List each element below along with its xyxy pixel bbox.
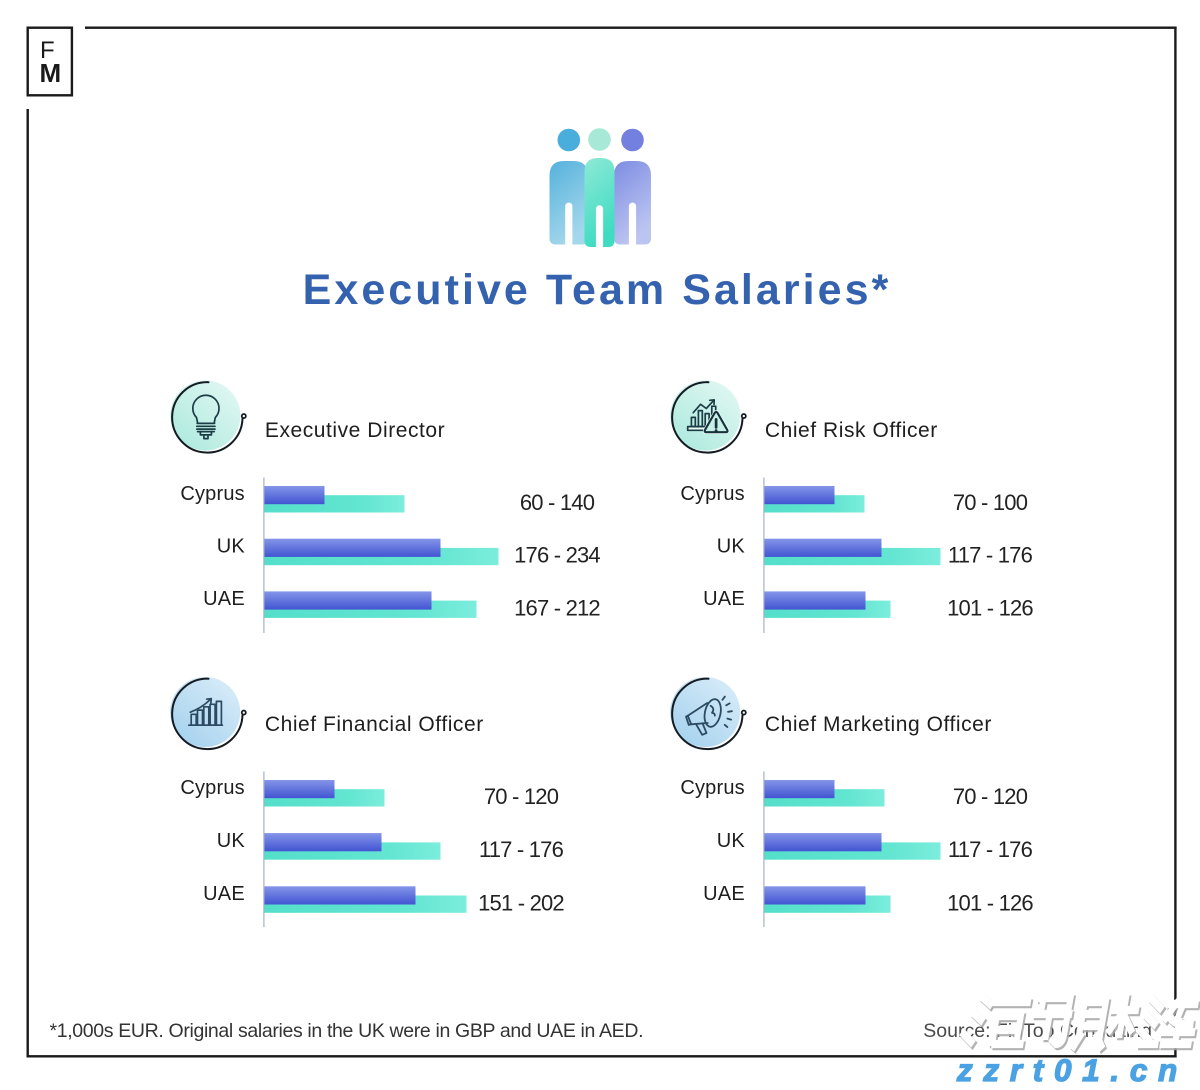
- svg-text:*1,000s EUR. Original salaries: *1,000s EUR. Original salaries in the UK…: [50, 1020, 644, 1042]
- svg-text:167 - 212: 167 - 212: [514, 595, 600, 620]
- svg-text:zzrt01.cn: zzrt01.cn: [956, 1052, 1188, 1085]
- svg-text:UK: UK: [217, 830, 246, 852]
- svg-text:UK: UK: [217, 536, 246, 558]
- svg-text:117 - 176: 117 - 176: [948, 837, 1033, 862]
- svg-text:176 - 234: 176 - 234: [514, 543, 600, 568]
- svg-text:UAE: UAE: [203, 883, 245, 905]
- svg-text:Chief Marketing Officer: Chief Marketing Officer: [765, 713, 992, 736]
- svg-text:70 - 120: 70 - 120: [953, 784, 1028, 809]
- svg-text:UK: UK: [717, 536, 746, 558]
- svg-text:70 - 100: 70 - 100: [953, 490, 1028, 515]
- svg-text:UAE: UAE: [703, 588, 745, 610]
- svg-text:Cyprus: Cyprus: [680, 483, 745, 505]
- svg-text:zzrt01.cn: zzrt01.cn: [956, 1052, 1188, 1085]
- svg-text:F: F: [40, 37, 55, 64]
- svg-text:UAE: UAE: [703, 883, 745, 905]
- svg-text:70 - 120: 70 - 120: [484, 784, 559, 809]
- svg-text:101 - 126: 101 - 126: [947, 890, 1033, 915]
- svg-text:Executive Team Salaries*: Executive Team Salaries*: [303, 266, 892, 314]
- svg-text:Chief Financial Officer: Chief Financial Officer: [265, 713, 484, 736]
- svg-text:151 - 202: 151 - 202: [478, 890, 564, 915]
- svg-text:Cyprus: Cyprus: [180, 483, 245, 505]
- svg-text:Chief Risk Officer: Chief Risk Officer: [765, 419, 938, 442]
- svg-text:UAE: UAE: [203, 588, 245, 610]
- svg-text:M: M: [40, 58, 62, 88]
- svg-text:Cyprus: Cyprus: [180, 777, 245, 799]
- svg-text:117 - 176: 117 - 176: [948, 543, 1033, 568]
- svg-text:Cyprus: Cyprus: [680, 777, 745, 799]
- svg-text:101 - 126: 101 - 126: [947, 595, 1033, 620]
- svg-text:Executive Director: Executive Director: [265, 419, 445, 442]
- svg-text:117 - 176: 117 - 176: [479, 837, 564, 862]
- svg-text:60 - 140: 60 - 140: [520, 490, 595, 515]
- svg-text:UK: UK: [717, 830, 746, 852]
